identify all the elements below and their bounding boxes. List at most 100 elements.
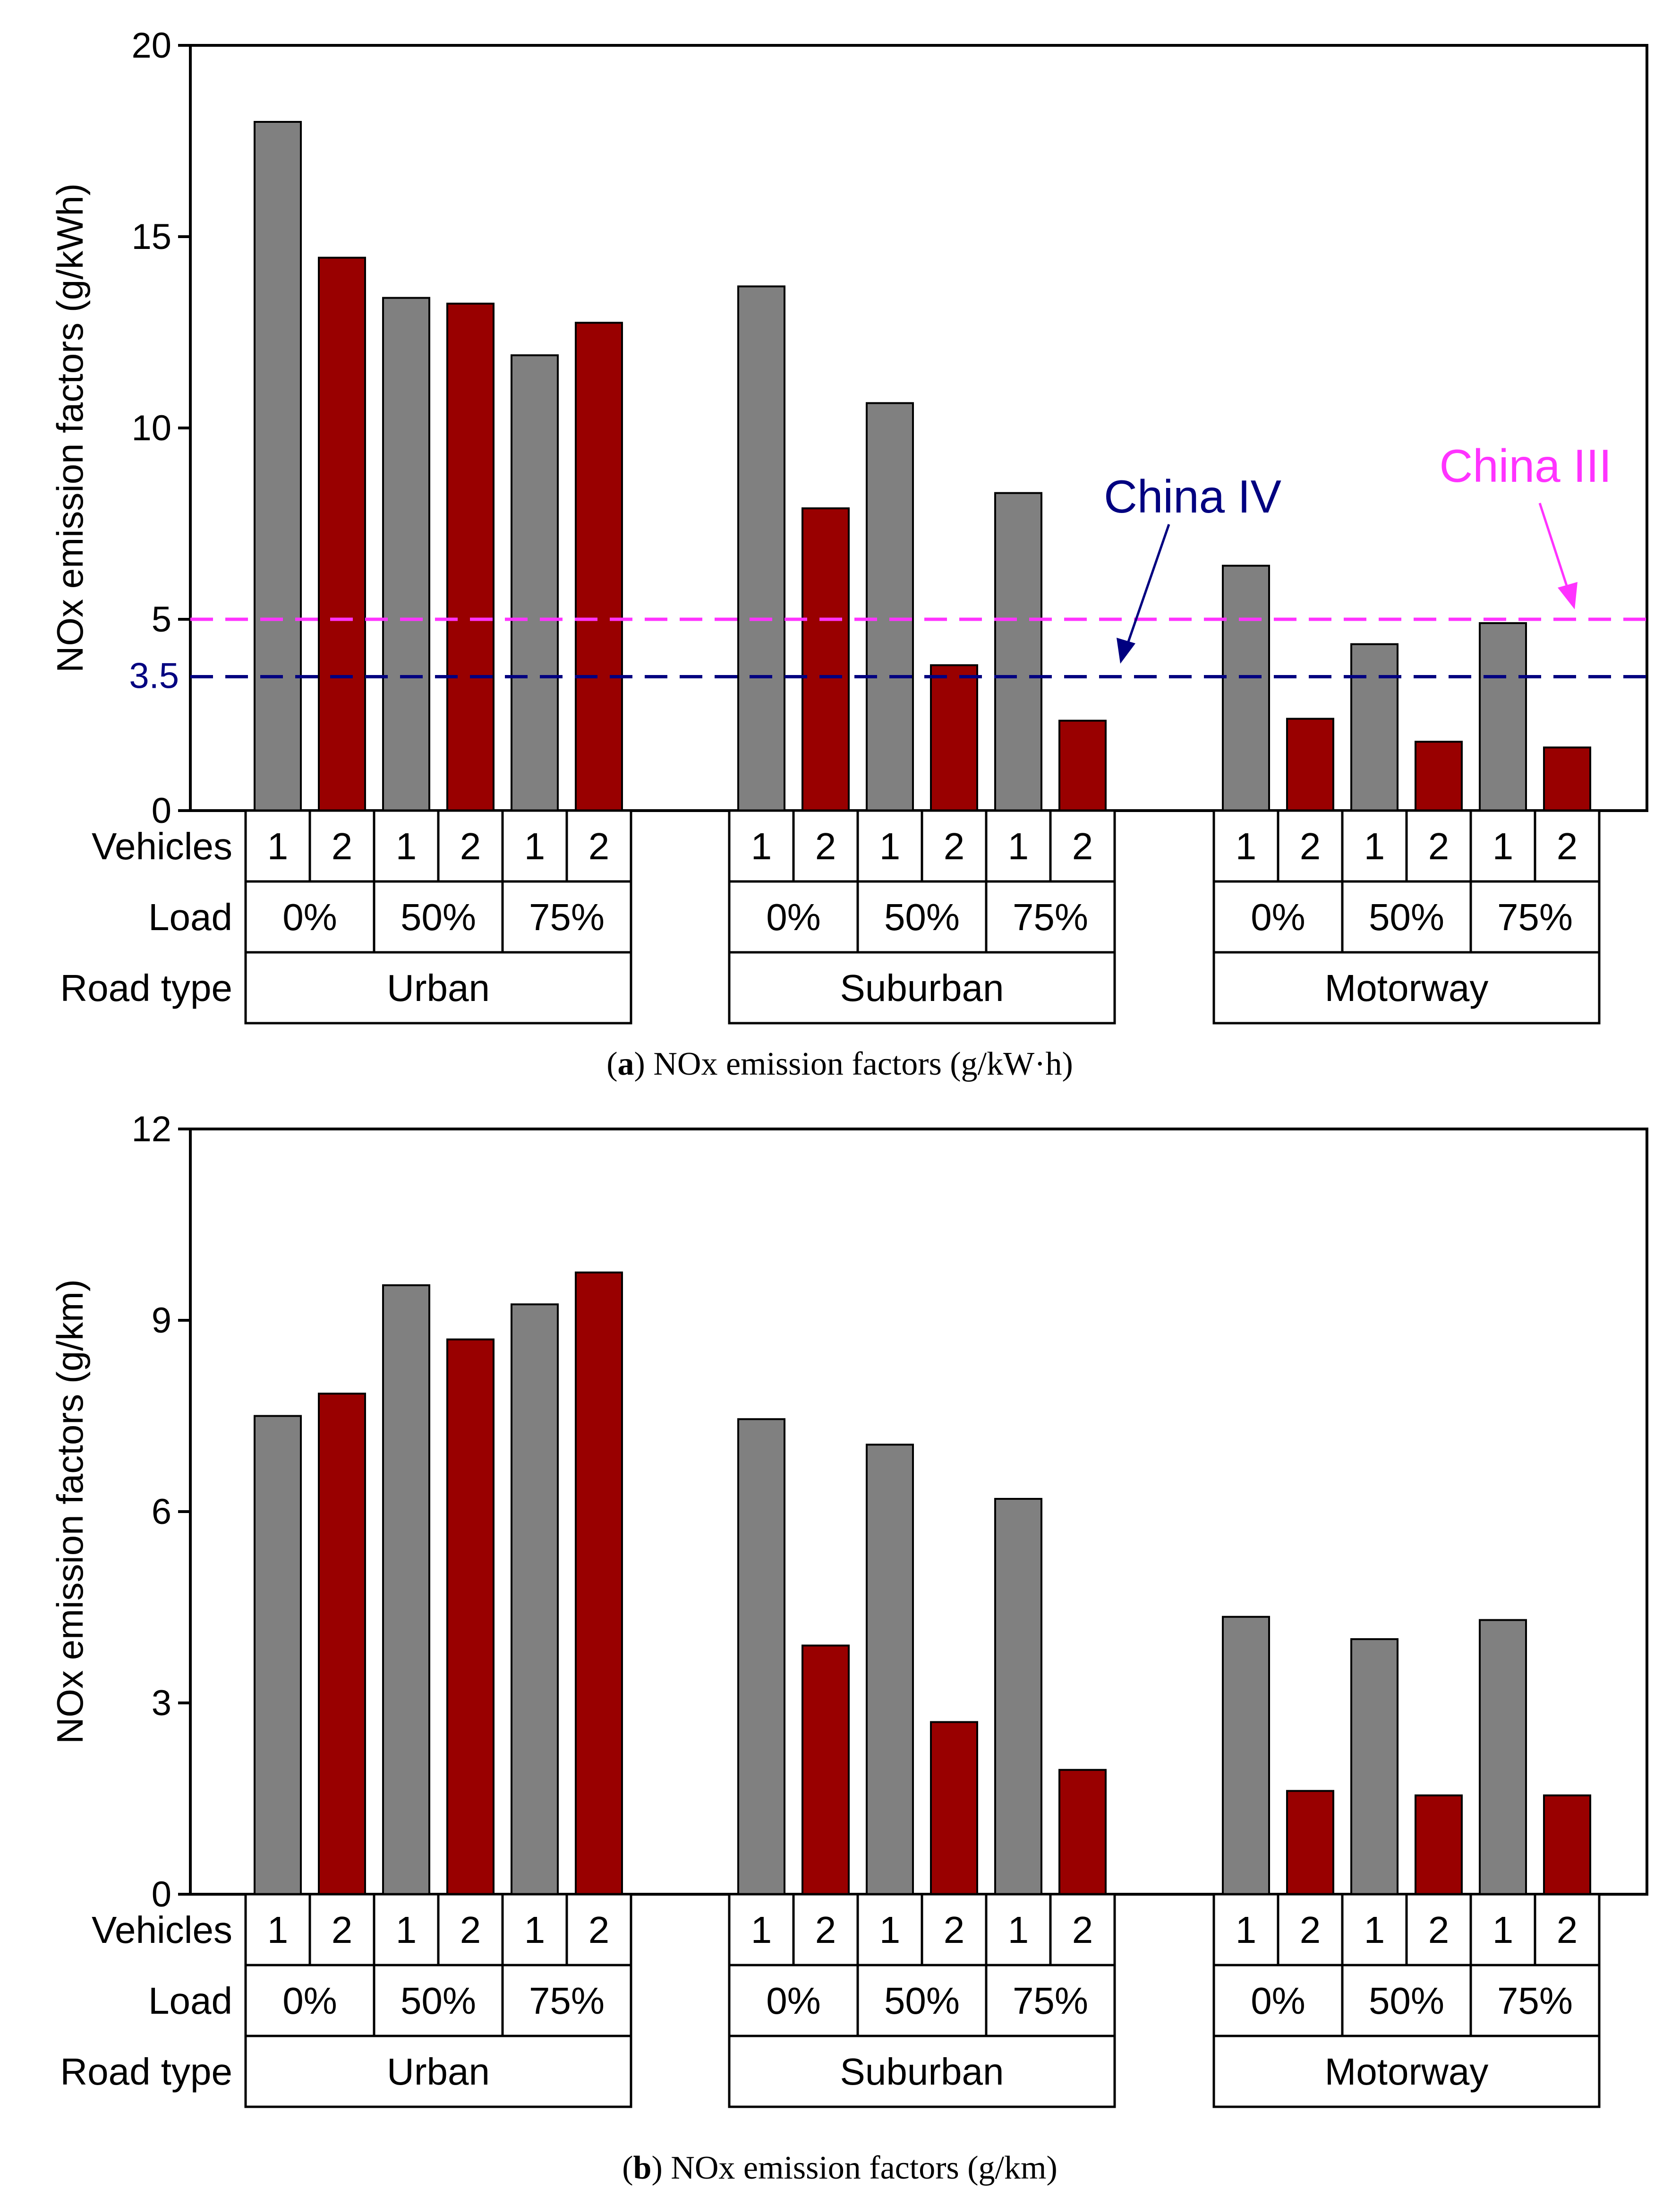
road-type-cell-label: Suburban bbox=[840, 967, 1004, 1009]
row-label-load: Load bbox=[148, 896, 232, 938]
y-tick-label: 15 bbox=[131, 217, 171, 257]
load-cell-label: 75% bbox=[1497, 896, 1573, 938]
vehicle-cell-label: 1 bbox=[1008, 1909, 1029, 1951]
vehicle-cell-label: 2 bbox=[1072, 1909, 1093, 1951]
load-cell bbox=[1212, 1964, 1344, 2037]
row-label-vehicles: Vehicles bbox=[92, 825, 232, 867]
vehicle-cell-label: 1 bbox=[879, 825, 901, 867]
vehicle-cell-label: 2 bbox=[815, 825, 836, 867]
road-type-cell bbox=[1212, 2035, 1601, 2108]
bar-vehicle2-urban-75pct bbox=[575, 322, 623, 812]
load-cell-label: 50% bbox=[884, 1980, 960, 2022]
caption-text: ) NOx emission factors (g/km) bbox=[651, 2150, 1057, 2186]
road-type-cell-label: Urban bbox=[387, 967, 490, 1009]
caption-paren-open: ( bbox=[606, 1046, 617, 1082]
china3-arrow bbox=[1538, 503, 1570, 593]
vehicle-cell-label: 1 bbox=[751, 1909, 772, 1951]
bar-vehicle1-motorway-75pct bbox=[1479, 622, 1527, 812]
load-cell-label: 75% bbox=[529, 1980, 605, 2022]
caption-paren-open: ( bbox=[622, 2150, 633, 2186]
vehicle-cell bbox=[565, 809, 632, 883]
vehicle-cell-label: 2 bbox=[588, 825, 610, 867]
vehicle-cell bbox=[792, 1893, 859, 1967]
vehicle-cell bbox=[1534, 1893, 1601, 1967]
vehicle-cell-label: 1 bbox=[879, 1909, 901, 1951]
road-type-cell bbox=[244, 2035, 632, 2108]
bar-vehicle2-urban-0pct bbox=[318, 1393, 366, 1895]
vehicle-cell-label: 1 bbox=[1364, 1909, 1385, 1951]
y-tick-label: 12 bbox=[131, 1109, 171, 1149]
bar-vehicle1-suburban-0pct bbox=[737, 285, 785, 812]
ref-tick-label: 3.5 bbox=[129, 656, 179, 696]
bar-vehicle2-suburban-0pct bbox=[802, 1644, 850, 1895]
load-cell bbox=[856, 880, 988, 954]
vehicle-cell-label: 1 bbox=[396, 1909, 417, 1951]
china3-arrowhead bbox=[1558, 582, 1578, 609]
vehicle-cell-label: 1 bbox=[267, 825, 289, 867]
vehicle-cell-label: 1 bbox=[751, 825, 772, 867]
caption-letter: a bbox=[618, 1046, 634, 1082]
bar-vehicle1-urban-75pct bbox=[511, 354, 559, 812]
vehicle-cell-label: 1 bbox=[1492, 1909, 1514, 1951]
vehicle-cell bbox=[437, 809, 504, 883]
vehicle-cell-label: 1 bbox=[1364, 825, 1385, 867]
y-tick-label: 0 bbox=[152, 791, 171, 831]
load-cell-label: 50% bbox=[884, 896, 960, 938]
road-type-cell-label: Motorway bbox=[1325, 967, 1489, 1009]
bar-vehicle2-motorway-0pct bbox=[1286, 718, 1334, 812]
bar-vehicle1-urban-75pct bbox=[511, 1303, 559, 1895]
vehicle-cell-label: 2 bbox=[1428, 1909, 1450, 1951]
vehicle-cell-label: 2 bbox=[944, 825, 965, 867]
bar-vehicle1-motorway-75pct bbox=[1479, 1619, 1527, 1895]
bar-vehicle2-suburban-50pct bbox=[930, 664, 978, 812]
vehicle-cell-label: 1 bbox=[1236, 825, 1257, 867]
vehicle-cell bbox=[501, 1893, 568, 1967]
vehicle-cell-label: 2 bbox=[588, 1909, 610, 1951]
chart-panel-a: 0 5 10 15 20 NOx emission factors (g/kWh) 3.5 C… bbox=[49, 26, 1648, 1082]
bar-vehicle2-urban-75pct bbox=[575, 1271, 623, 1895]
load-cell bbox=[728, 880, 859, 954]
y-tick-label: 10 bbox=[131, 408, 171, 448]
load-cell bbox=[244, 1964, 375, 2037]
load-cell-label: 0% bbox=[766, 896, 821, 938]
y-tick-label: 3 bbox=[152, 1683, 171, 1723]
vehicle-cell-label: 2 bbox=[460, 1909, 481, 1951]
load-cell-label: 75% bbox=[1013, 1980, 1088, 2022]
load-cell-label: 0% bbox=[1251, 1980, 1305, 2022]
vehicle-cell bbox=[1341, 1893, 1408, 1967]
caption-letter: b bbox=[633, 2150, 652, 2186]
y-tick-label: 6 bbox=[152, 1492, 171, 1532]
vehicle-cell-label: 2 bbox=[332, 825, 353, 867]
y-tick-label: 9 bbox=[152, 1300, 171, 1341]
load-cell bbox=[728, 1964, 859, 2037]
load-cell-label: 0% bbox=[282, 1980, 337, 2022]
china4-arrow bbox=[1125, 524, 1170, 648]
bar-vehicle2-suburban-75pct bbox=[1058, 719, 1107, 812]
load-cell bbox=[1469, 1964, 1601, 2037]
caption-text: ) NOx emission factors (g/kW·h) bbox=[634, 1046, 1073, 1082]
vehicle-cell bbox=[1277, 1893, 1344, 1967]
road-type-cell-label: Urban bbox=[387, 2051, 490, 2093]
y-tick-label: 5 bbox=[152, 599, 171, 640]
load-cell bbox=[1341, 880, 1472, 954]
load-cell-label: 50% bbox=[1369, 1980, 1444, 2022]
vehicle-cell-label: 1 bbox=[524, 825, 546, 867]
caption: (b) NOx emission factors (g/km) bbox=[622, 2150, 1057, 2186]
bar-vehicle2-urban-0pct bbox=[318, 257, 366, 812]
vehicle-cell-label: 2 bbox=[1428, 825, 1450, 867]
bar-vehicle1-urban-0pct bbox=[254, 1415, 302, 1895]
bar-vehicle1-suburban-0pct bbox=[737, 1418, 785, 1895]
bar-vehicle1-urban-0pct bbox=[254, 121, 302, 812]
load-cell bbox=[1469, 880, 1601, 954]
y-axis-label: NOx emission factors (g/kWh) bbox=[49, 183, 91, 673]
vehicle-cell bbox=[1405, 1893, 1472, 1967]
load-cell bbox=[501, 880, 632, 954]
bar-vehicle2-motorway-75pct bbox=[1543, 746, 1591, 812]
bar-vehicle2-motorway-50pct bbox=[1415, 1794, 1463, 1895]
vehicle-cell-label: 2 bbox=[1072, 825, 1093, 867]
load-cell bbox=[985, 1964, 1116, 2037]
bar-vehicle1-motorway-50pct bbox=[1350, 643, 1399, 812]
bar-vehicle2-motorway-0pct bbox=[1286, 1790, 1334, 1896]
road-type-cell bbox=[244, 951, 632, 1025]
vehicle-cell bbox=[244, 1893, 311, 1967]
